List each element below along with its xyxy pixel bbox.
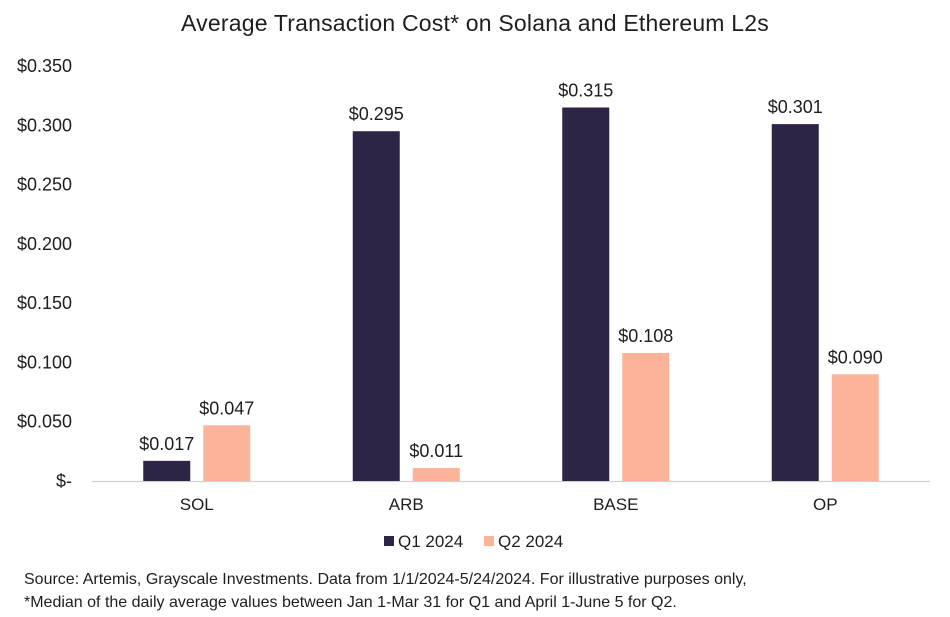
data-label: $0.017 bbox=[139, 434, 194, 454]
data-label: $0.315 bbox=[558, 81, 613, 101]
data-label: $0.295 bbox=[349, 104, 404, 124]
bar-base-q2 bbox=[622, 352, 670, 481]
x-tick-label: OP bbox=[813, 495, 838, 514]
data-label: $0.047 bbox=[199, 398, 254, 418]
y-tick-label: $0.300 bbox=[17, 115, 72, 135]
y-tick-label: $0.350 bbox=[17, 56, 72, 76]
data-label: $0.090 bbox=[828, 347, 883, 367]
bar-arb-q2 bbox=[412, 467, 460, 481]
x-tick-label: ARB bbox=[389, 495, 424, 514]
footnote-source: Source: Artemis, Grayscale Investments. … bbox=[24, 571, 747, 588]
data-label: $0.108 bbox=[618, 326, 673, 346]
data-label: $0.011 bbox=[409, 441, 463, 461]
legend-label: Q1 2024 bbox=[398, 532, 463, 551]
y-tick-label: $0.250 bbox=[17, 175, 72, 195]
x-tick-label: SOL bbox=[180, 495, 214, 514]
bar-arb-q1 bbox=[352, 131, 400, 481]
legend-swatch-q1 bbox=[384, 536, 394, 546]
bar-op-q2 bbox=[831, 374, 879, 481]
y-tick-label: $0.050 bbox=[17, 412, 72, 432]
y-tick-label: $0.200 bbox=[17, 234, 72, 254]
chart-title: Average Transaction Cost* on Solana and … bbox=[181, 10, 769, 36]
y-tick-label: $- bbox=[56, 471, 72, 491]
x-tick-label: BASE bbox=[593, 495, 638, 514]
y-tick-label: $0.150 bbox=[17, 293, 72, 313]
legend-label: Q2 2024 bbox=[498, 532, 563, 551]
bar-sol-q2 bbox=[203, 425, 251, 481]
legend-swatch-q2 bbox=[484, 536, 494, 546]
footnote-method: *Median of the daily average values betw… bbox=[24, 594, 677, 611]
bar-sol-q1 bbox=[143, 460, 191, 481]
bar-op-q1 bbox=[771, 124, 819, 481]
y-tick-label: $0.100 bbox=[17, 352, 72, 372]
bar-base-q1 bbox=[562, 107, 610, 481]
data-label: $0.301 bbox=[768, 97, 823, 117]
